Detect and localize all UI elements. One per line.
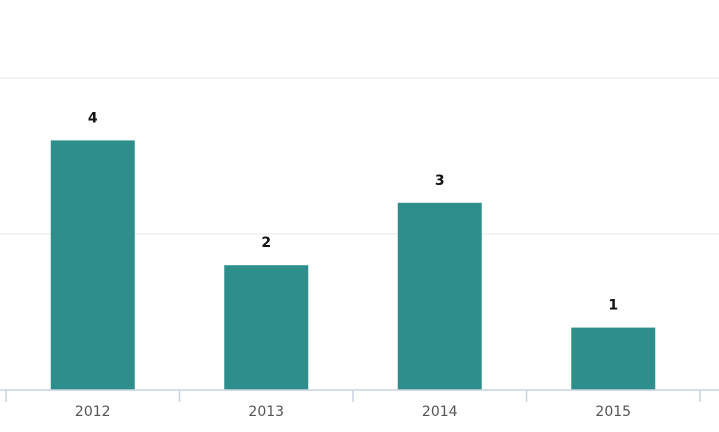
bar	[50, 140, 135, 390]
x-tick-label: 2013	[248, 404, 284, 420]
value-label: 3	[435, 173, 445, 189]
value-label: 2	[261, 235, 271, 251]
bar	[571, 327, 656, 390]
x-tick-label: 2014	[422, 404, 458, 420]
x-tick-label: 2012	[75, 404, 111, 420]
bar	[397, 202, 482, 390]
bar	[224, 265, 309, 390]
value-label: 4	[88, 110, 98, 126]
x-tick-label: 2015	[595, 404, 631, 420]
value-label: 1	[608, 298, 618, 314]
